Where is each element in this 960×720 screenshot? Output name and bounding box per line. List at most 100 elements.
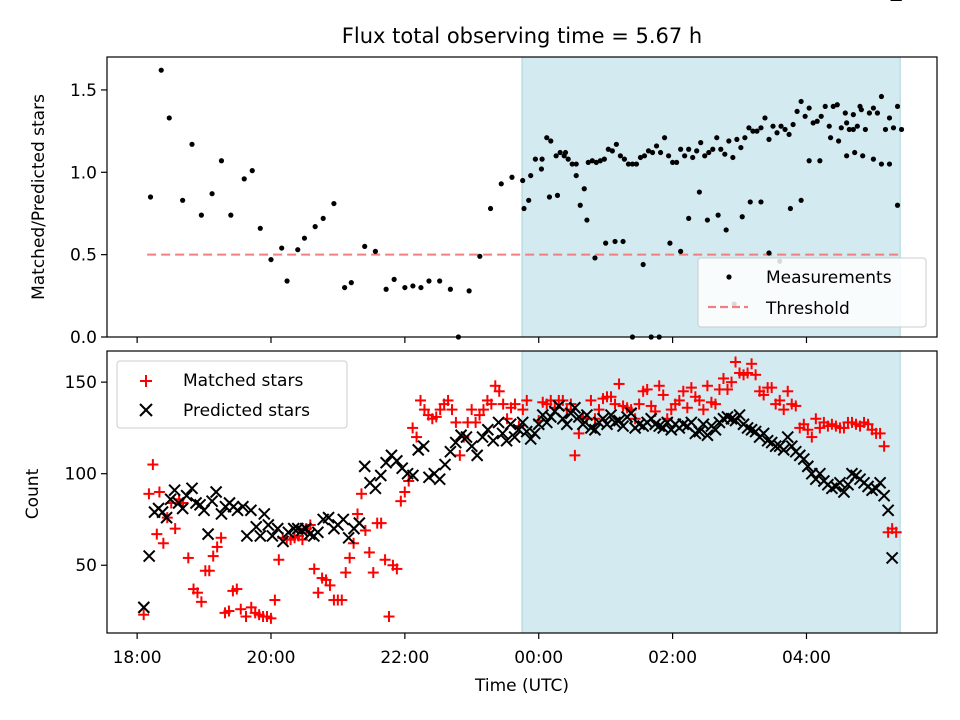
measurement-point <box>649 149 656 156</box>
predicted-star-point <box>596 412 610 425</box>
matched-star-point <box>810 413 822 425</box>
matched-star-point <box>211 541 223 553</box>
matched-star-point <box>778 404 790 416</box>
matched-star-point <box>477 404 489 416</box>
matched-star-point <box>878 440 890 452</box>
measurement-point <box>739 214 745 220</box>
measurement-point <box>882 126 889 133</box>
measurement-point <box>521 205 527 212</box>
bottom-y-tick-label: 100 <box>65 465 97 485</box>
matched-star-point <box>151 528 163 540</box>
predicted-star-point <box>254 529 267 543</box>
predicted-star-point <box>612 414 626 427</box>
measurement-point <box>738 144 744 151</box>
measurement-point <box>528 172 534 179</box>
predicted-star-point <box>564 407 578 420</box>
predicted-star-point <box>721 410 734 424</box>
matched-star-point <box>391 563 403 575</box>
predicted-star-point <box>374 469 387 482</box>
measurement-point <box>817 158 823 164</box>
measurement-point <box>565 156 571 162</box>
measurement-point <box>593 159 599 166</box>
predicted-star-point <box>353 516 366 530</box>
measurement-point <box>548 138 554 144</box>
measurement-point <box>686 215 692 222</box>
bottom-count-points <box>137 0 902 624</box>
matched-star-point <box>677 385 689 397</box>
predicted-star-point <box>205 494 219 508</box>
measurement-point <box>750 128 756 134</box>
measurement-point <box>704 217 711 223</box>
measurement-point <box>858 107 864 113</box>
measurement-point <box>758 199 764 205</box>
measurement-point <box>665 153 672 159</box>
matched-star-point <box>207 550 219 562</box>
measurement-point <box>218 158 225 164</box>
predicted-star-point <box>801 460 815 473</box>
measurement-point <box>696 189 702 195</box>
matched-star-point <box>774 394 786 406</box>
matched-star-point <box>497 398 509 410</box>
matched-star-point <box>697 404 709 416</box>
measurement-point <box>826 123 832 129</box>
matched-star-point <box>593 404 605 416</box>
measurement-point <box>850 126 856 133</box>
predicted-star-point <box>470 449 484 462</box>
measurement-point <box>866 110 872 116</box>
measurement-point <box>362 243 368 250</box>
measurement-point <box>766 250 772 256</box>
measurement-point <box>898 126 905 133</box>
predicted-star-point <box>761 434 774 447</box>
measurement-point <box>706 149 712 156</box>
predicted-star-point <box>137 601 151 614</box>
measurement-point <box>878 93 885 100</box>
matched-star-point <box>653 380 665 392</box>
predicted-star-point <box>769 440 782 453</box>
predicted-star-point <box>465 440 479 453</box>
predicted-star-point <box>180 489 193 502</box>
measurement-point <box>818 113 824 119</box>
predicted-star-point <box>481 423 495 436</box>
legend-threshold-label: Threshold <box>765 299 850 319</box>
measurement-point <box>844 153 850 159</box>
predicted-star-point <box>185 482 199 495</box>
matched-star-point <box>375 517 387 529</box>
measurement-point <box>477 253 483 259</box>
measurement-point <box>625 161 632 167</box>
predicted-star-point <box>877 489 891 502</box>
measurement-point <box>268 256 274 263</box>
predicted-star-point <box>390 454 404 468</box>
predicted-star-point <box>693 425 706 438</box>
predicted-star-point <box>231 504 244 517</box>
predicted-star-point <box>276 535 290 548</box>
predicted-star-point <box>236 500 250 513</box>
predicted-star-point <box>528 427 541 440</box>
predicted-star-point <box>164 493 177 506</box>
measurement-point <box>670 159 676 166</box>
legend-matched-marker <box>140 375 152 387</box>
top-axes-frame <box>106 56 938 338</box>
predicted-star-point <box>797 452 811 466</box>
predicted-star-point <box>588 423 602 436</box>
bottom-y-ticks: 50 100 150 <box>65 373 107 576</box>
x-tick-label: 20:00 <box>246 648 295 668</box>
measurement-point <box>770 123 776 129</box>
predicted-star-point <box>552 399 566 413</box>
predicted-star-point <box>412 443 425 457</box>
matched-star-point <box>782 385 794 397</box>
matched-star-point <box>750 369 762 381</box>
bottom-y-tick-label: 150 <box>65 373 97 393</box>
matched-star-point <box>726 376 738 388</box>
predicted-star-point <box>813 467 827 480</box>
measurement-point <box>886 115 893 121</box>
predicted-star-point <box>142 549 156 563</box>
predicted-star-point <box>271 522 284 535</box>
measurement-point <box>860 153 866 159</box>
matched-star-point <box>609 398 621 410</box>
predicted-star-point <box>258 507 271 521</box>
matched-star-point <box>411 431 423 443</box>
matched-star-point <box>730 356 742 368</box>
predicted-star-point <box>282 526 295 539</box>
